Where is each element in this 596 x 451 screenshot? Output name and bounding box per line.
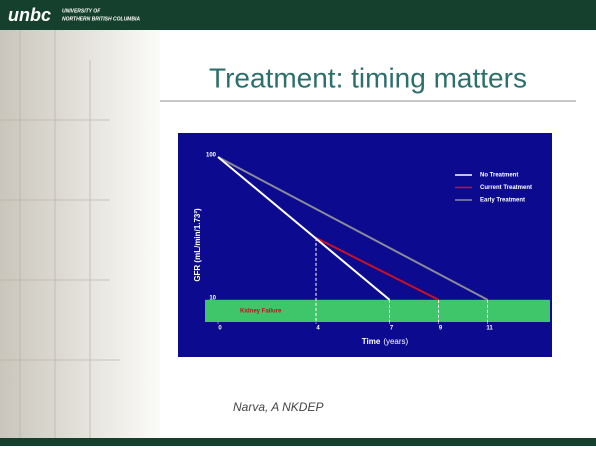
logo: unbc <box>8 5 51 25</box>
side-image <box>0 30 160 438</box>
legend-label: Early Treatment <box>480 198 525 204</box>
y-tick-label: 100 <box>206 153 217 159</box>
x-tick-label: 11 <box>486 326 493 332</box>
x-axis-label-unit: (years) <box>383 337 408 346</box>
university-line: UNIVERSITY OF <box>62 8 101 14</box>
legend-label: No Treatment <box>480 173 518 179</box>
y-tick-label: 10 <box>209 295 216 301</box>
slide: unbc UNIVERSITY OF NORTHERN BRITISH COLU… <box>0 0 596 446</box>
university-line: NORTHERN BRITISH COLUMBIA <box>62 16 140 22</box>
band-label: Kidney Failure <box>240 308 282 314</box>
y-axis-label: GFR (mL/min/1.73²) <box>193 208 202 282</box>
legend-label: Current Treatment <box>480 185 532 191</box>
header-bar <box>0 0 596 30</box>
footer-credit: Narva, A NKDEP <box>233 400 323 414</box>
x-axis-label: Time(years) <box>362 337 409 346</box>
footer-bar <box>0 438 596 446</box>
x-axis-label-main: Time <box>362 337 381 346</box>
slide-title: Treatment: timing matters <box>209 62 527 93</box>
